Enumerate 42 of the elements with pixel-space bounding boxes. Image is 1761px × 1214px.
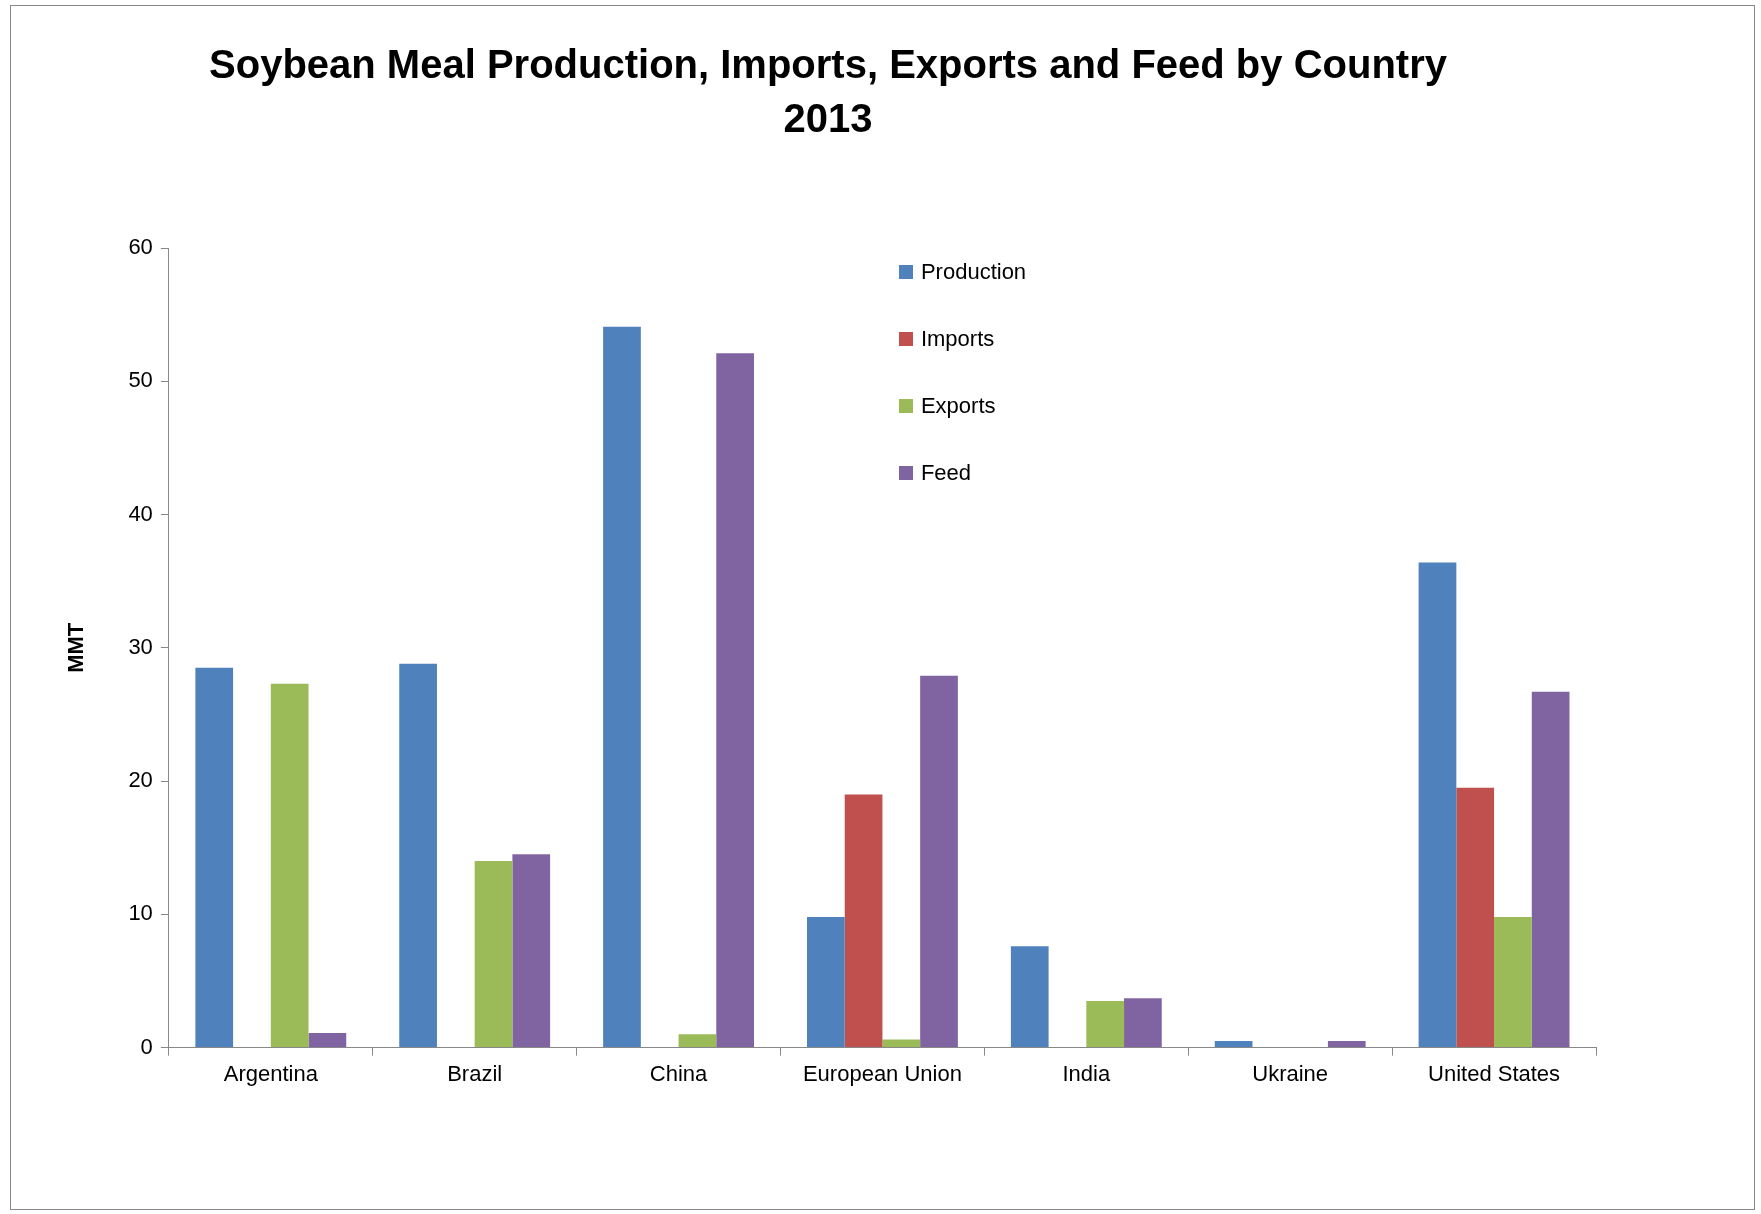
bar xyxy=(512,854,551,1048)
bar xyxy=(716,353,754,1048)
legend-label: Feed xyxy=(920,459,972,486)
x-tick-label: India xyxy=(1062,1060,1111,1086)
x-tick-label: United States xyxy=(1428,1060,1561,1086)
bar xyxy=(1456,787,1495,1048)
x-tick-label: Ukraine xyxy=(1252,1060,1329,1086)
bar xyxy=(270,683,309,1048)
bar xyxy=(399,663,437,1048)
bar xyxy=(807,917,845,1048)
x-tick-label: Argentina xyxy=(223,1060,319,1086)
legend-label: Imports xyxy=(920,325,995,352)
chart-title: Soybean Meal Production, Imports, Exports and Feed by Country 2013 xyxy=(209,42,1448,141)
bar xyxy=(195,667,234,1048)
bar xyxy=(1214,1040,1253,1048)
y-tick-label: 0 xyxy=(140,1033,153,1059)
bar xyxy=(1327,1040,1366,1048)
bar xyxy=(474,861,513,1048)
bar xyxy=(308,1032,347,1048)
y-tick-label: 50 xyxy=(128,367,153,393)
bar xyxy=(920,675,958,1048)
x-tick-label: Brazil xyxy=(447,1060,503,1086)
x-tick-label: China xyxy=(649,1060,709,1086)
bar xyxy=(603,326,641,1048)
legend-label: Production xyxy=(920,258,1027,285)
y-axis-title: MMT xyxy=(63,622,89,673)
bar xyxy=(1124,998,1162,1048)
legend-label: Exports xyxy=(920,392,996,419)
bar xyxy=(882,1039,921,1048)
y-tick-label: 60 xyxy=(128,234,153,260)
y-tick-label: 20 xyxy=(128,767,153,793)
bar xyxy=(1418,562,1457,1048)
y-tick-label: 40 xyxy=(128,500,153,526)
bar xyxy=(678,1034,717,1048)
bar xyxy=(1010,946,1049,1048)
bar xyxy=(1494,917,1532,1048)
y-tick-label: 10 xyxy=(128,900,153,926)
bar xyxy=(1086,1000,1125,1048)
bar xyxy=(844,794,883,1048)
bar xyxy=(1531,691,1570,1048)
x-tick-label: European Union xyxy=(802,1060,962,1086)
y-tick-label: 30 xyxy=(128,633,153,659)
